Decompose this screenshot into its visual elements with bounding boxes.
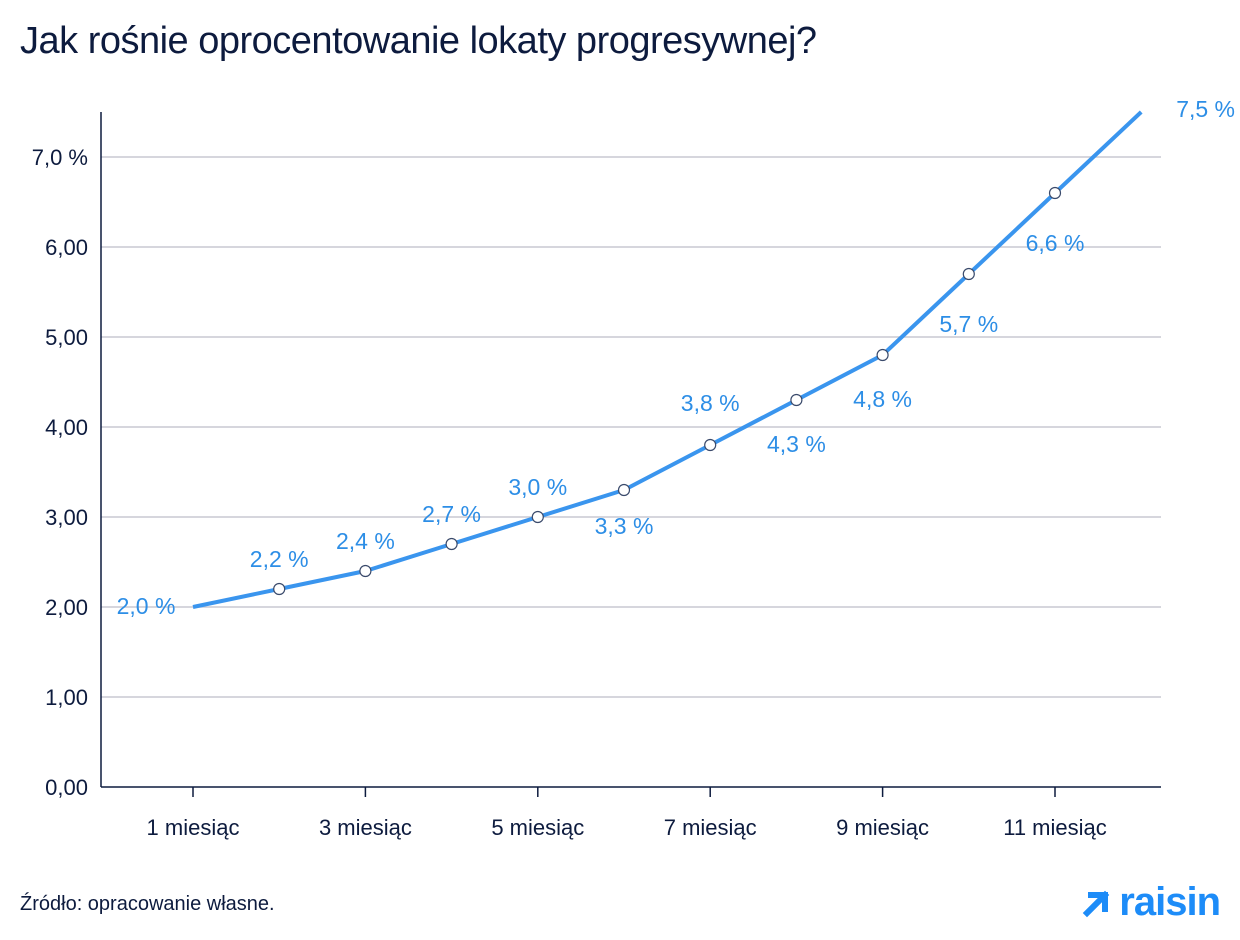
y-tick-label: 2,00	[45, 595, 88, 620]
data-label: 6,6 %	[1026, 230, 1085, 256]
data-point	[790, 393, 803, 407]
arrow-up-right-icon	[1083, 890, 1110, 917]
data-label: 4,3 %	[767, 431, 826, 457]
data-point	[531, 510, 544, 524]
y-tick-label: 5,00	[45, 325, 88, 350]
data-label: 5,7 %	[939, 311, 998, 337]
x-tick-label: 3 miesiąc	[319, 815, 412, 840]
source-note: Źródło: opracowanie własne.	[20, 893, 275, 915]
data-label: 7,5 %	[1176, 96, 1235, 122]
y-tick-label: 7,0 %	[32, 145, 88, 170]
data-label: 4,8 %	[853, 386, 912, 412]
data-label: 3,3 %	[595, 513, 654, 539]
data-label: 2,2 %	[250, 546, 309, 572]
series-line	[192, 110, 1143, 609]
y-tick-label: 1,00	[45, 685, 88, 710]
x-tick-label: 5 miesiąc	[491, 815, 584, 840]
y-tick-label: 4,00	[45, 415, 88, 440]
x-tick-label: 11 miesiąc	[1003, 815, 1107, 840]
data-point	[876, 348, 889, 362]
data-label: 2,7 %	[422, 501, 481, 527]
y-tick-label: 6,00	[45, 235, 88, 260]
x-tick-label: 9 miesiąc	[836, 815, 929, 840]
data-point	[359, 564, 372, 578]
data-point	[1048, 186, 1062, 200]
line-chart: 0,00 1,00 2,00 3,00 4,00 5,00 6,00 7,0 % 1 miesi…	[32, 96, 1235, 840]
data-label: 2,0 %	[117, 593, 176, 619]
data-point	[962, 267, 975, 281]
brand-name: raisin	[1119, 880, 1221, 924]
data-point	[704, 438, 717, 452]
data-label: 3,0 %	[508, 474, 567, 500]
data-point	[617, 483, 631, 497]
y-tick-label: 0,00	[45, 775, 88, 800]
data-label: 3,8 %	[681, 390, 740, 416]
data-label: 2,4 %	[336, 528, 395, 554]
chart-title: Jak rośnie oprocentowanie lokaty progres…	[20, 20, 817, 62]
brand-logo: raisin	[1081, 880, 1221, 925]
y-tick-label: 3,00	[45, 505, 88, 530]
data-point	[445, 537, 458, 551]
x-tick-label: 1 miesiąc	[147, 815, 240, 840]
x-tick-label: 7 miesiąc	[664, 815, 757, 840]
data-point	[273, 582, 286, 596]
